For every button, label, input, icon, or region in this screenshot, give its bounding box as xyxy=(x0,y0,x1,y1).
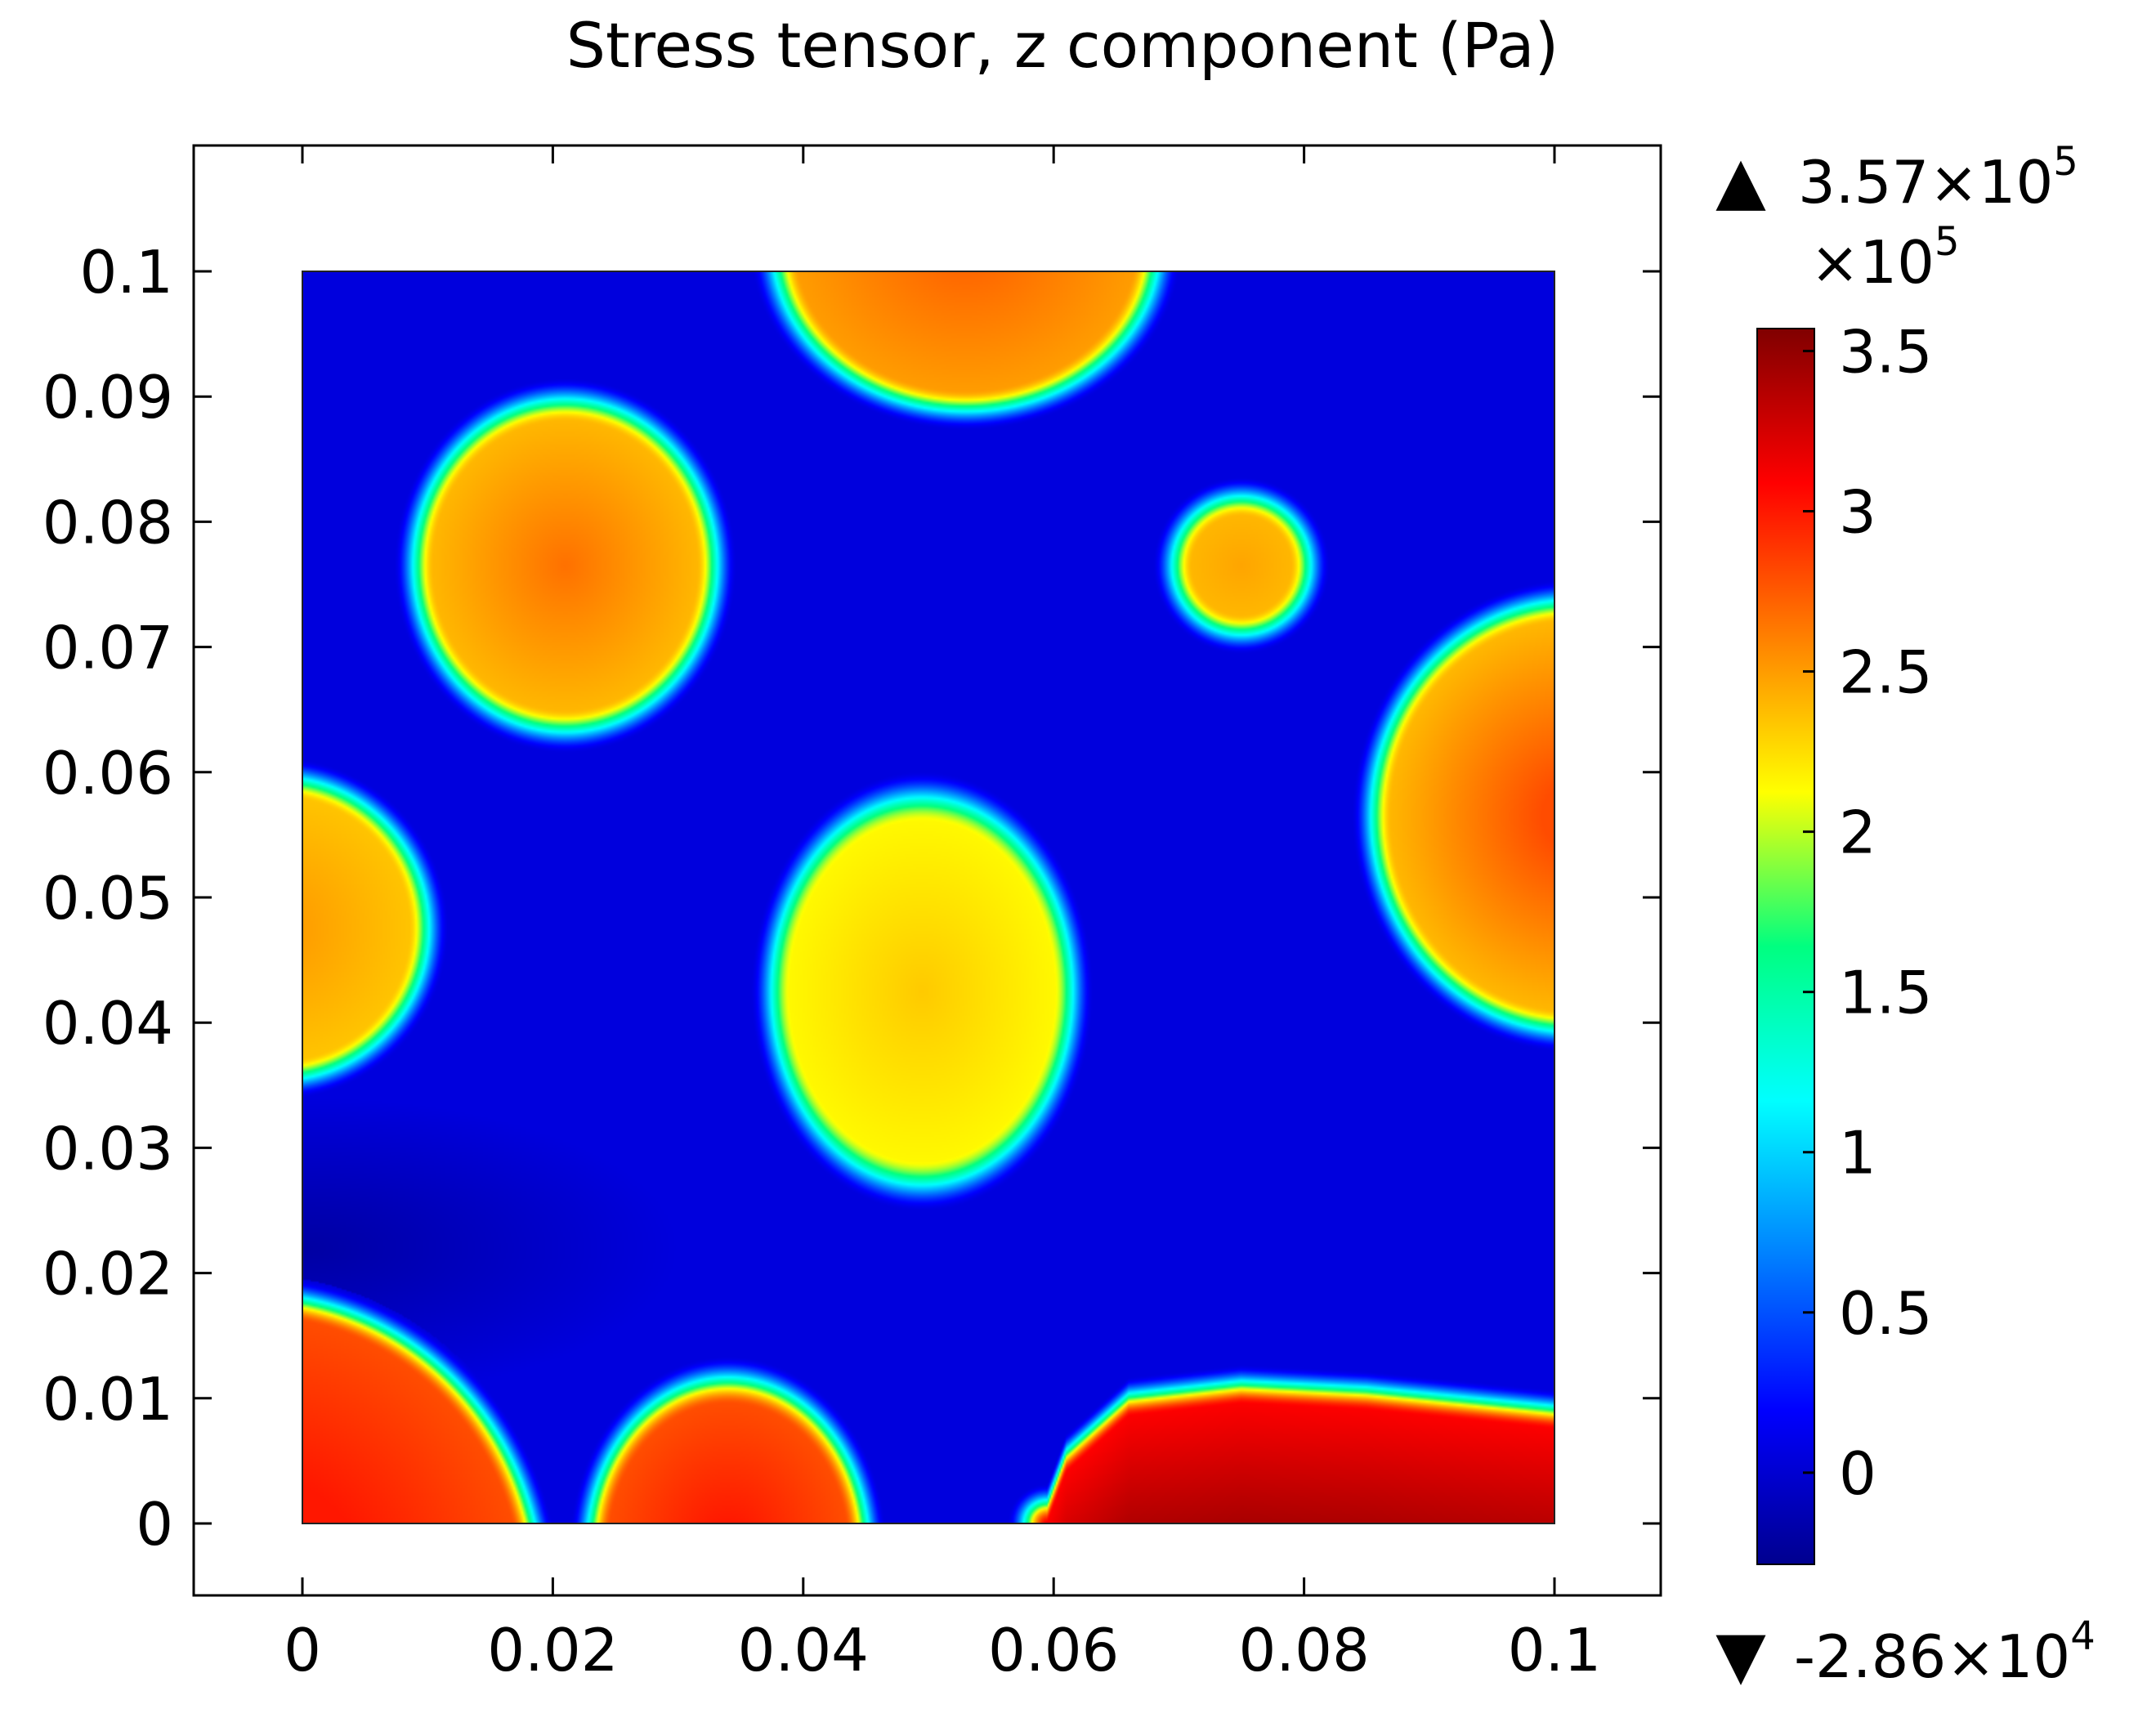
y-tick-label: 0.05 xyxy=(42,864,173,933)
x-tick-label: 0.02 xyxy=(487,1616,618,1684)
colorbar-tick-label: 1.5 xyxy=(1839,959,1933,1027)
colorbar-tick-label: 3.5 xyxy=(1839,317,1933,386)
colorbar-ticks: 3.5 3 2.5 2 1.5 1 0.5 0 xyxy=(1803,317,1933,1508)
y-tick-label: 0.02 xyxy=(42,1240,173,1309)
x-axis-ticks: 0 0.02 0.04 0.06 0.08 0.1 xyxy=(284,145,1601,1684)
colorbar-min-marker-symbol: ▼ xyxy=(1715,1617,1766,1693)
colorbar-max-marker: 3.57×105 xyxy=(1798,139,2078,217)
y-tick-label: 0.07 xyxy=(42,614,173,682)
y-tick-label: 0.09 xyxy=(42,363,173,432)
colorbar-tick-label: 3 xyxy=(1839,478,1876,547)
colorbar-tick-label: 2 xyxy=(1839,799,1876,867)
colorbar-multiplier-exp: 5 xyxy=(1935,219,1960,265)
colorbar xyxy=(1756,328,1815,1565)
heatmap-field-container xyxy=(302,271,1554,1523)
heatmap-field xyxy=(302,271,1554,1523)
colorbar-multiplier: ×105 xyxy=(1810,219,1960,297)
colorbar-min-marker: -2.86×104 xyxy=(1794,1613,2096,1691)
colorbar-multiplier-base: ×10 xyxy=(1810,228,1935,297)
y-tick-label: 0 xyxy=(136,1490,173,1559)
chart-title: Stress tensor, z component (Pa) xyxy=(566,9,1559,82)
y-axis-ticks: 0 0.01 0.02 0.03 0.04 0.05 0.06 0.07 0.08 0.09 0.1 xyxy=(42,238,1661,1559)
colorbar-max-marker-base: 3.57×10 xyxy=(1798,148,2053,217)
x-tick-label: 0 xyxy=(284,1616,321,1684)
y-tick-label: 0.08 xyxy=(42,488,173,557)
colorbar-min-marker-base: -2.86×10 xyxy=(1794,1622,2070,1691)
colorbar-tick-label: 0.5 xyxy=(1839,1279,1933,1348)
x-tick-label: 0.04 xyxy=(738,1616,869,1684)
colorbar-max-marker-symbol: ▲ xyxy=(1715,142,1766,218)
y-tick-label: 0.06 xyxy=(42,739,173,808)
colorbar-tick-label: 1 xyxy=(1839,1119,1876,1188)
x-tick-label: 0.08 xyxy=(1238,1616,1369,1684)
colorbar-min-marker-exp: 4 xyxy=(2070,1613,2096,1659)
colorbar-tick-label: 2.5 xyxy=(1839,638,1933,707)
y-tick-label: 0.1 xyxy=(79,238,173,306)
y-tick-label: 0.01 xyxy=(42,1365,173,1434)
colorbar-tick-label: 0 xyxy=(1839,1439,1876,1508)
colorbar-max-marker-exp: 5 xyxy=(2053,139,2078,185)
domain-border xyxy=(302,271,1555,1524)
y-tick-label: 0.04 xyxy=(42,989,173,1058)
x-tick-label: 0.1 xyxy=(1508,1616,1602,1684)
x-tick-label: 0.06 xyxy=(988,1616,1119,1684)
y-tick-label: 0.03 xyxy=(42,1114,173,1183)
